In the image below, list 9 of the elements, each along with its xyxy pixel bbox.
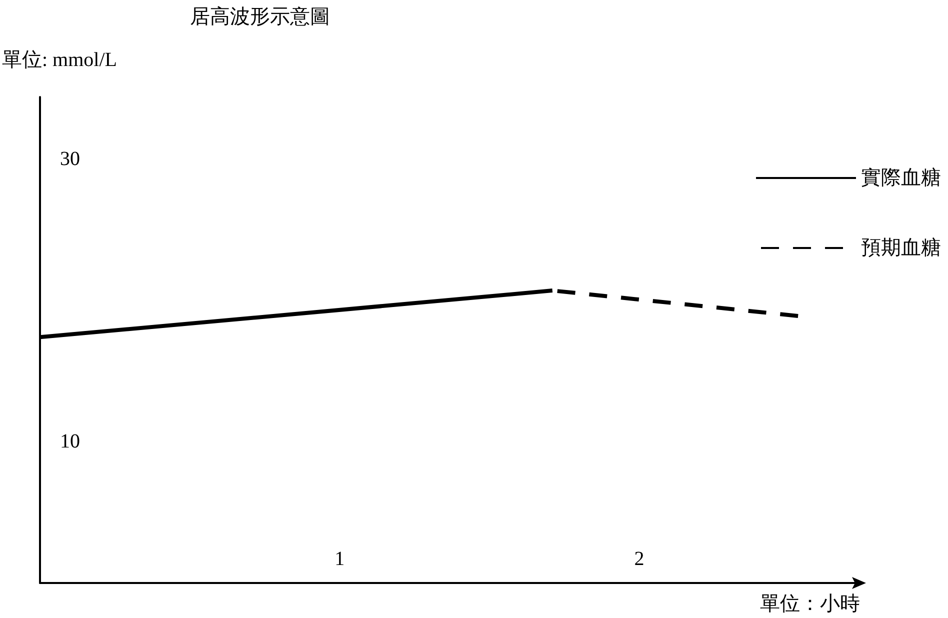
x-tick-label: 1 [334, 548, 345, 570]
legend-label: 預期血糖 [861, 237, 941, 259]
x-tick-label: 2 [634, 548, 644, 570]
y-axis-title: 單位: mmol/L [2, 49, 117, 71]
chart-title: 居高波形示意圖 [190, 5, 330, 28]
y-tick-label: 30 [60, 148, 80, 170]
y-tick-label: 10 [60, 430, 80, 453]
legend-label: 實際血糖 [861, 167, 941, 189]
x-axis-title: 單位：小時 [760, 593, 860, 615]
